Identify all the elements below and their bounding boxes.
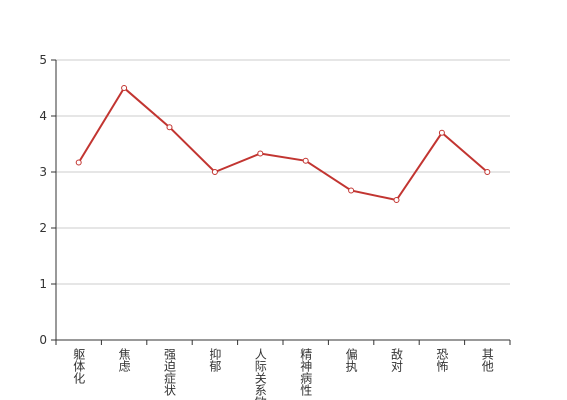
point [75,159,82,166]
point [121,85,128,91]
y-tick-label: 2 [39,221,47,235]
x-tick-label: 焦虑 [117,348,131,372]
point [348,187,355,194]
y-tick-label: 4 [39,109,47,123]
x-tick-label: 精神病性 [299,348,313,397]
y-tick-label: 3 [39,165,47,179]
x-tick-label: 人际关系敏感 [253,348,267,400]
x-tick-label: 偏执 [344,347,358,373]
x-tick-label: 躯体化 [72,347,86,385]
y-tick-label: 0 [39,333,47,347]
x-tick-label: 抑郁 [208,347,222,373]
x-tick-label: 其他 [480,348,494,372]
line [77,86,488,202]
point [211,169,218,175]
x-tick-label: 强迫症状 [163,348,177,396]
point [438,129,445,136]
y-tick-label: 5 [39,53,47,67]
point [484,169,491,175]
x-tick-label: 敌对 [390,347,404,372]
point [393,197,400,203]
point [302,157,309,164]
y-tick-label: 1 [39,277,47,291]
point [257,150,264,157]
point [166,124,173,131]
x-tick-label: 恐怖 [435,348,449,372]
